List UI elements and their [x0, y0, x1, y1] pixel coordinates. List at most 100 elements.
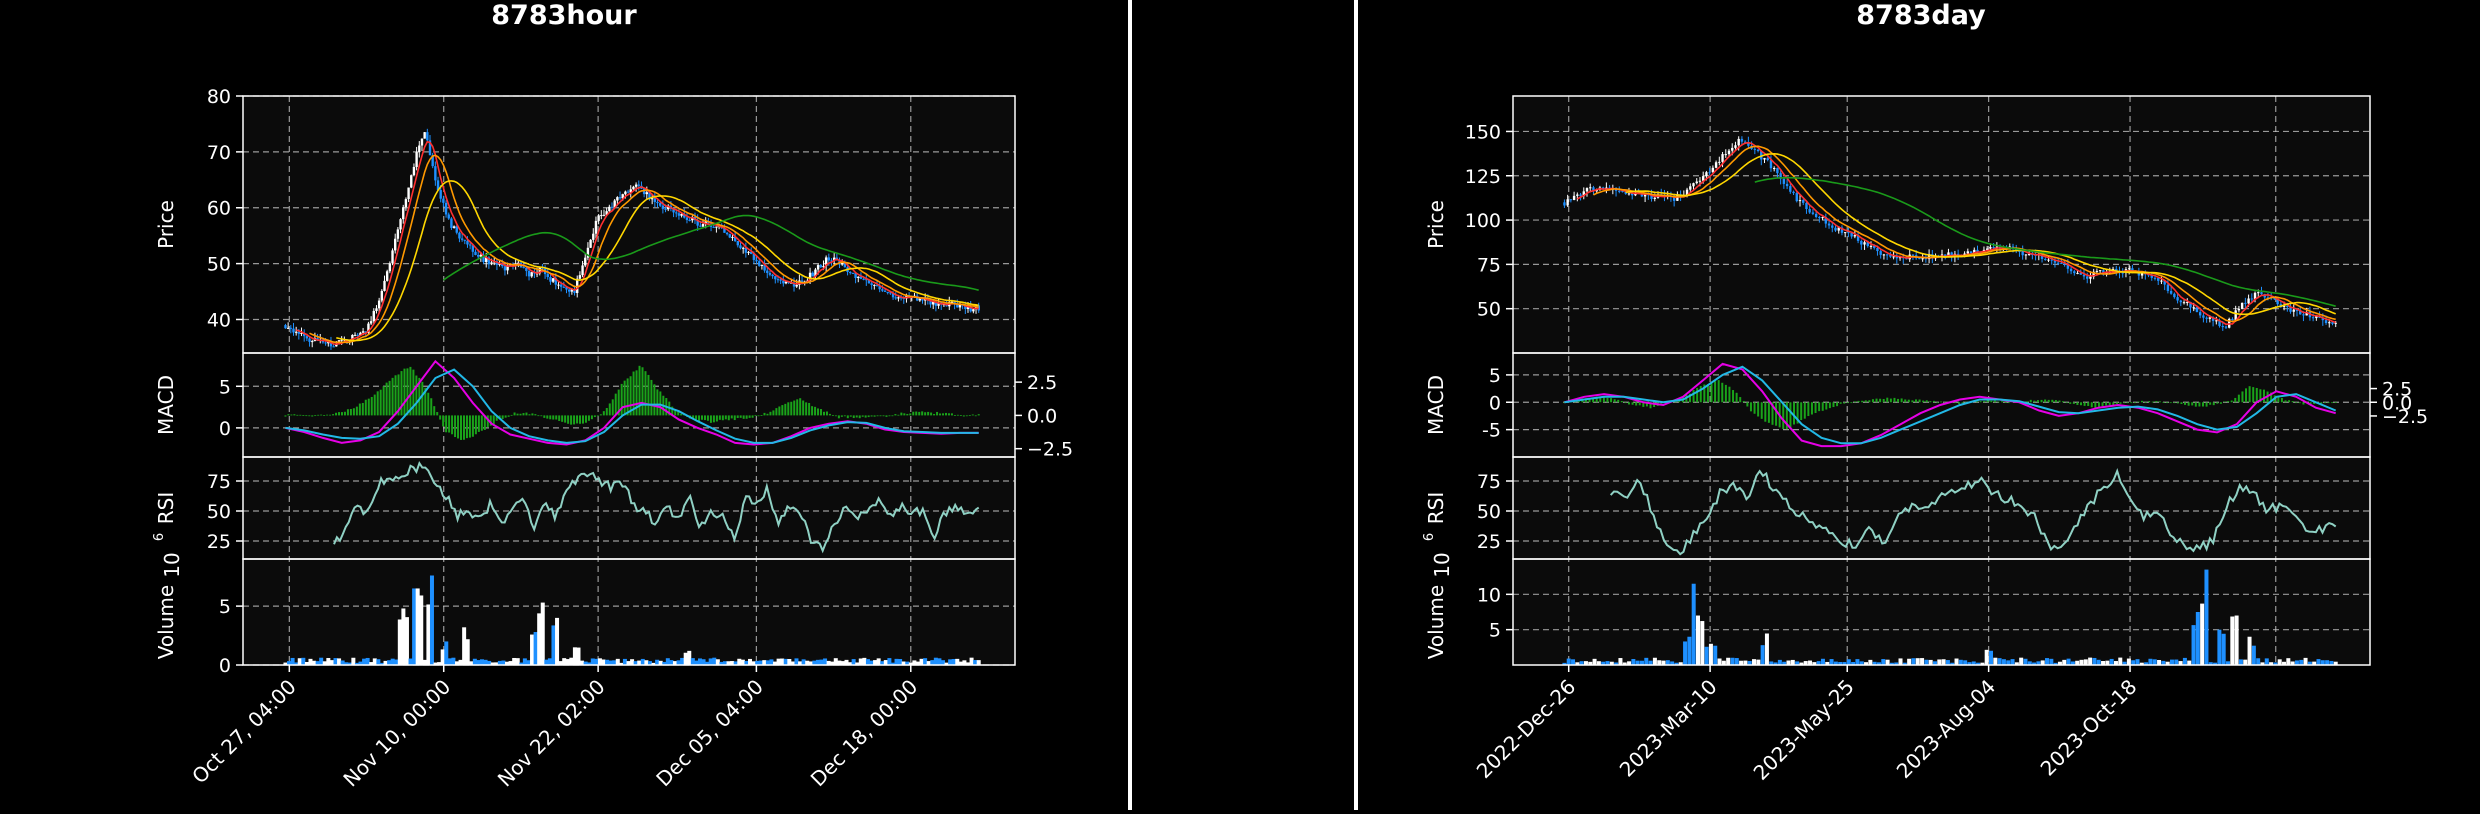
candle-body: [653, 198, 657, 202]
macd-hist-bar: [385, 382, 388, 416]
candle-body: [2044, 258, 2047, 260]
macd-hist-bar: [1595, 396, 1598, 403]
macd-hist-bar: [617, 389, 620, 416]
candle-body: [1950, 252, 1953, 258]
macd-hist-bar: [1757, 402, 1760, 417]
candle-body: [2169, 290, 2173, 294]
volume-bar: [358, 661, 363, 665]
volume-bar: [662, 661, 667, 665]
macd-hist-bar: [284, 415, 287, 417]
volume-bar: [2023, 658, 2028, 665]
macd-hist-bar: [1979, 401, 1982, 403]
volume-bar: [2174, 659, 2179, 665]
macd-hist-bar: [352, 408, 355, 416]
volume-bar: [726, 661, 731, 665]
candle-body: [530, 272, 533, 277]
candle-body: [2224, 326, 2228, 328]
candle-body: [2305, 312, 2308, 316]
candle-body: [2221, 326, 2224, 328]
macd-hist-bar: [736, 415, 739, 418]
macd-hist-bar: [406, 368, 409, 416]
volume-bar: [1721, 660, 1726, 665]
volume-bar: [1596, 661, 1601, 665]
volume-bar: [1799, 662, 1804, 665]
volume-bar: [1963, 660, 1968, 665]
volume-bar: [619, 662, 624, 665]
volume-bar: [655, 659, 660, 665]
candle-body: [2215, 320, 2218, 322]
volume-bar: [1657, 660, 1662, 665]
volume-bar: [1730, 657, 1735, 665]
candle-body: [426, 132, 429, 141]
candle-body: [1882, 254, 1886, 256]
candle-body: [1802, 200, 1805, 203]
candle-body: [1779, 173, 1782, 179]
volume-bar: [694, 660, 699, 665]
volume-bar: [2294, 660, 2299, 665]
candle-body: [471, 245, 475, 252]
candle-body: [2289, 306, 2292, 312]
volume-bar: [1575, 662, 1580, 665]
macd-hist-bar: [540, 415, 543, 417]
macd-hist-bar: [748, 415, 751, 418]
volume-bar: [2049, 658, 2054, 665]
volume-bar: [451, 657, 456, 665]
candle-body: [380, 290, 384, 301]
macd-hist-bar: [953, 415, 956, 416]
candle-body: [808, 272, 812, 281]
macd-tick-label: 0: [219, 418, 231, 440]
candle-body: [1840, 227, 1844, 233]
volume-bar: [308, 658, 313, 665]
macd-hist-bar: [861, 415, 864, 417]
macd-hist-bar: [1599, 397, 1602, 403]
volume-bar: [1907, 658, 1912, 665]
candle-body: [1718, 161, 1721, 163]
macd-hist-bar: [492, 415, 495, 425]
rsi-axis-label: RSI: [1424, 492, 1448, 525]
figure-gap: [1132, 0, 1354, 810]
rsi-panel-bg: [243, 457, 1015, 559]
candle-body: [715, 226, 718, 228]
macd-hist-bar: [376, 391, 379, 416]
volume-bar: [1631, 659, 1636, 665]
macd-tick-label: 5: [219, 376, 231, 398]
macd-hist-bar: [802, 400, 805, 416]
candle-body: [359, 332, 362, 336]
volume-bar: [480, 659, 485, 665]
ma-long-line: [442, 214, 979, 291]
volume-bar: [2027, 661, 2032, 665]
macd-axis-label: MACD: [1424, 375, 1448, 435]
macd-hist-bar: [528, 414, 531, 416]
volume-bar: [572, 647, 577, 665]
volume-bar: [1790, 659, 1795, 665]
volume-bar: [1825, 661, 1830, 665]
macd-hist-bar: [1613, 399, 1616, 403]
candle-body: [501, 263, 504, 267]
volume-bar: [1795, 661, 1800, 665]
candle-body: [1630, 193, 1634, 196]
volume-bar: [369, 662, 374, 665]
volume-bar: [2105, 660, 2110, 665]
macd-hist-bar: [790, 401, 793, 416]
macd-hist-bar: [775, 408, 778, 416]
macd-hist-bar: [837, 415, 840, 419]
macd-hist-bar: [2291, 401, 2294, 403]
macd-hist-bar: [2241, 391, 2244, 403]
macd-hist-bar: [635, 370, 638, 416]
macd-hist-bar: [962, 415, 965, 417]
volume-bar: [855, 662, 860, 665]
volume-bar: [558, 661, 563, 665]
volume-bar: [387, 660, 392, 665]
candle-body: [1727, 150, 1731, 155]
macd-hist-bar: [644, 371, 647, 416]
volume-bar: [1889, 662, 1894, 665]
volume-bar: [848, 662, 853, 665]
candle-body: [774, 276, 777, 280]
macd-hist-bar: [2087, 402, 2090, 406]
macd-hist-bar: [2255, 387, 2258, 403]
candle-body: [1585, 188, 1589, 192]
macd-tick-label: 0: [1489, 392, 1501, 414]
macd-hist-bar: [891, 415, 894, 417]
macd-hist-bar: [460, 415, 463, 440]
macd-hist-bar: [1796, 402, 1799, 424]
